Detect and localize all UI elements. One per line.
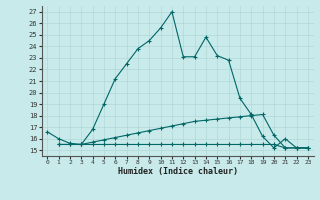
X-axis label: Humidex (Indice chaleur): Humidex (Indice chaleur) (118, 167, 237, 176)
